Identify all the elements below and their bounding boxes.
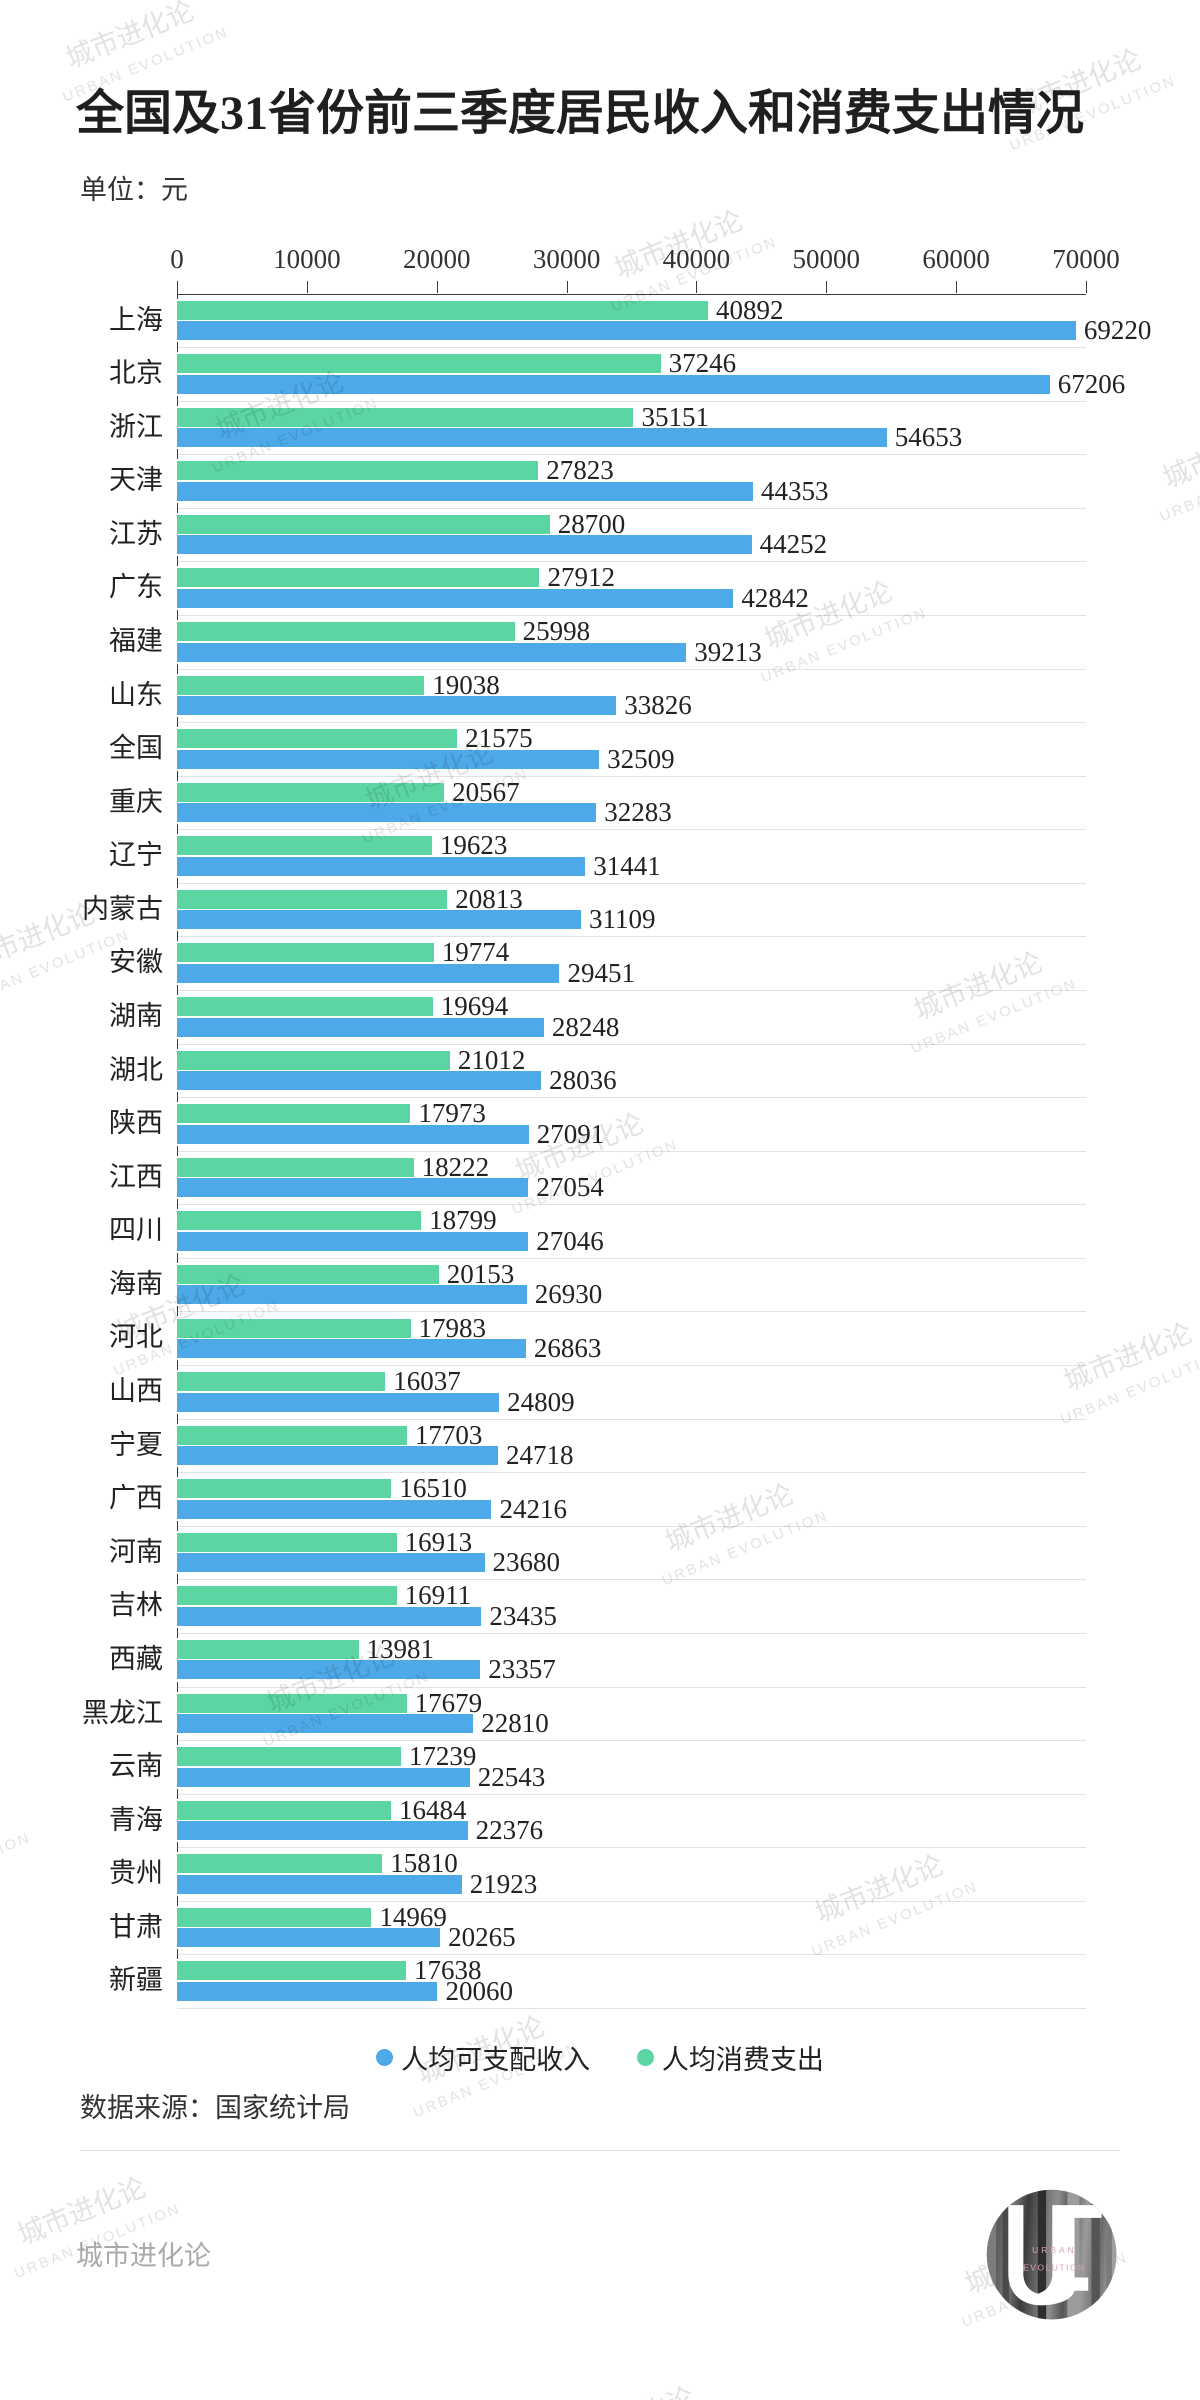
- svg-text:URBAN: URBAN: [1032, 2245, 1077, 2255]
- svg-text:EVOLUTION: EVOLUTION: [1023, 2262, 1086, 2272]
